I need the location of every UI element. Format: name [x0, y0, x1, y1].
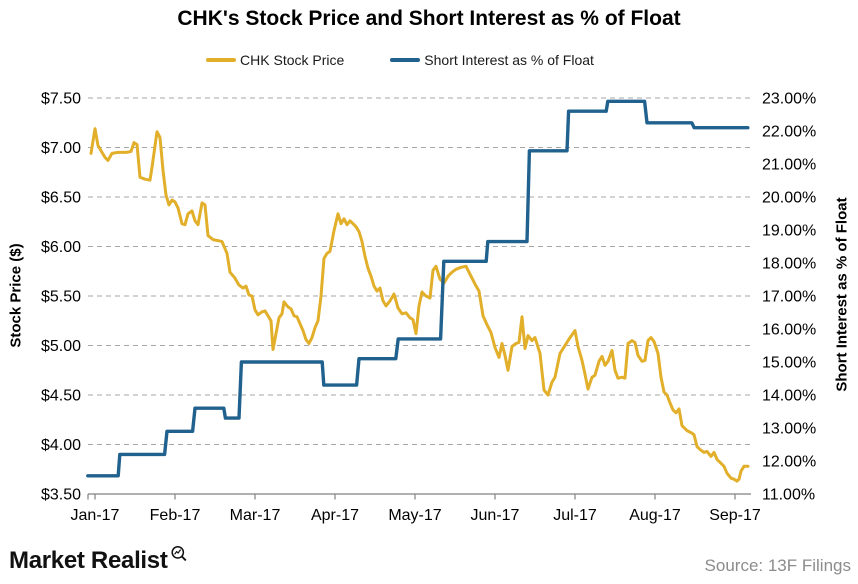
- brand-text: Market Realist: [9, 547, 168, 574]
- right-axis-title: Short Interest as % of Float: [833, 197, 851, 392]
- right-tick-label: 22.00%: [762, 124, 816, 141]
- legend-item-stock-price: CHK Stock Price: [206, 52, 344, 68]
- x-tick-label: Sep-17: [709, 507, 761, 524]
- left-tick-label: $5.00: [41, 338, 81, 355]
- stock-price-line-swatch: [206, 58, 237, 62]
- right-tick-label: 19.00%: [762, 223, 816, 240]
- x-axis: Jan-17 Feb-17 Mar-17 Apr-17 May-17 Jun-17 Jul-…: [71, 493, 761, 524]
- x-tick-label: May-17: [388, 507, 441, 524]
- x-tick-label: Feb-17: [150, 507, 201, 524]
- chart-title: CHK's Stock Price and Short Interest as …: [177, 7, 681, 30]
- left-tick-label: $3.50: [41, 487, 81, 504]
- right-tick-label: 15.00%: [762, 355, 816, 372]
- magnifier-chart-icon: [170, 546, 187, 562]
- legend: CHK Stock Price Short Interest as % of F…: [0, 52, 800, 68]
- left-tick-label: $4.50: [41, 388, 81, 405]
- right-tick-label: 12.00%: [762, 454, 816, 471]
- right-tick-label: 14.00%: [762, 388, 816, 405]
- x-tick-label: Aug-17: [629, 507, 681, 524]
- legend-label: CHK Stock Price: [240, 52, 345, 68]
- series-line-short-interest: [86, 99, 750, 478]
- left-tick-label: $6.00: [41, 239, 81, 256]
- market-realist-logo: Market Realist: [9, 546, 190, 575]
- left-tick-label: $7.00: [41, 140, 81, 157]
- left-tick-label: $6.50: [41, 190, 81, 207]
- left-tick-label: $5.50: [41, 289, 81, 306]
- right-tick-label: 23.00%: [762, 91, 816, 108]
- source-credit: Source: 13F Filings: [704, 556, 851, 575]
- left-axis-title: Stock Price ($): [7, 243, 25, 348]
- x-tick-label: Mar-17: [230, 507, 281, 524]
- left-tick-label: $4.00: [41, 437, 81, 454]
- legend-label: Short Interest as % of Float: [424, 52, 594, 68]
- right-tick-label: 11.00%: [762, 487, 815, 504]
- x-tick-label: Jan-17: [71, 507, 120, 524]
- right-tick-label: 13.00%: [762, 421, 816, 438]
- right-tick-label: 18.00%: [762, 256, 816, 273]
- series-line-stock-price: [89, 127, 750, 483]
- right-tick-label: 21.00%: [762, 157, 816, 174]
- legend-item-short-interest: Short Interest as % of Float: [390, 52, 594, 68]
- right-tick-label: 16.00%: [762, 322, 816, 339]
- right-tick-label: 20.00%: [762, 190, 816, 207]
- x-tick-label: Jun-17: [471, 507, 520, 524]
- x-tick-label: Jul-17: [553, 507, 597, 524]
- short-interest-line-swatch: [390, 58, 421, 62]
- x-tick-label: Apr-17: [311, 507, 359, 524]
- left-tick-label: $7.50: [41, 91, 81, 108]
- gridlines: [88, 97, 751, 445]
- right-tick-label: 17.00%: [762, 289, 816, 306]
